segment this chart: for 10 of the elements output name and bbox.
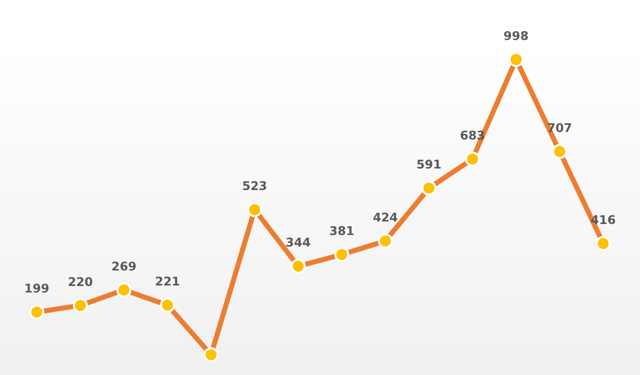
data-label: 221: [154, 274, 180, 289]
data-label: 998: [504, 28, 529, 43]
data-label: 269: [111, 259, 136, 274]
data-label: 344: [286, 236, 311, 250]
data-label: 591: [416, 158, 442, 172]
data-label: 424: [372, 210, 398, 224]
data-label: 220: [68, 274, 93, 289]
data-label: 523: [242, 179, 268, 194]
data-label: 381: [329, 224, 354, 238]
data-label: 199: [24, 282, 50, 296]
